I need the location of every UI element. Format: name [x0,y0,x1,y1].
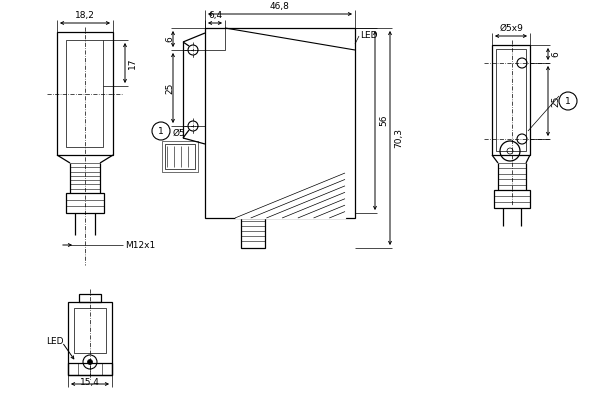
Circle shape [87,360,92,364]
Text: 25: 25 [551,95,560,107]
Text: LED: LED [360,32,377,40]
Text: 56: 56 [379,115,388,126]
Text: 17: 17 [128,57,137,69]
Bar [205,28,225,50]
Bar [496,49,526,151]
Bar [162,141,198,172]
Bar [68,302,112,375]
Bar [205,28,355,218]
Text: 18,2: 18,2 [75,11,95,20]
Text: 1: 1 [158,126,164,135]
Polygon shape [235,173,345,218]
Text: Ø5: Ø5 [173,128,186,137]
Text: LED: LED [46,337,63,347]
Bar [494,190,530,208]
Bar [66,40,103,147]
Text: 15,4: 15,4 [80,378,100,387]
Text: M12x1: M12x1 [125,240,155,250]
Text: 1: 1 [565,97,571,105]
Text: 6: 6 [165,36,174,42]
Bar [66,193,104,213]
Bar [57,32,113,155]
Text: 70,3: 70,3 [394,128,403,148]
Text: 6,4: 6,4 [208,11,222,20]
Text: Ø5x9: Ø5x9 [499,24,523,33]
Bar [74,308,106,353]
Bar [79,294,101,302]
Text: 46,8: 46,8 [270,2,290,11]
Bar [165,144,195,169]
Bar [68,363,112,375]
Text: 6: 6 [551,51,560,57]
Bar [241,218,265,248]
Bar [492,45,530,155]
Text: 25: 25 [165,82,174,94]
